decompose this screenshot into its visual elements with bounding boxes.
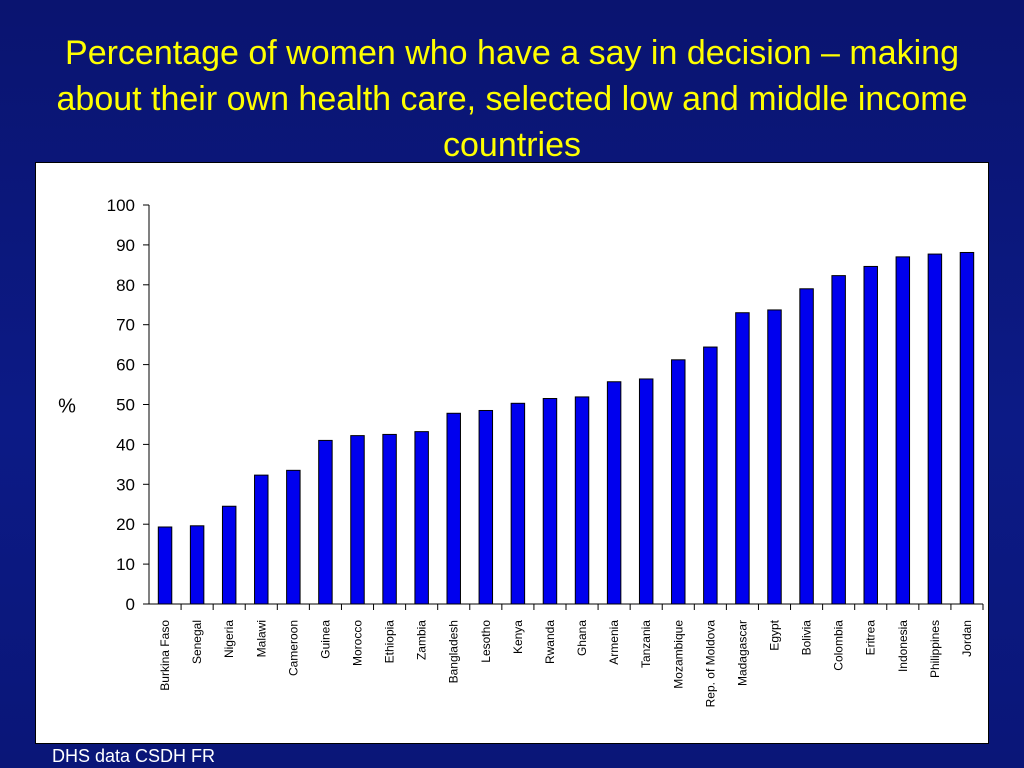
y-tick-label: 80 bbox=[116, 276, 135, 295]
x-category-label: Philippines bbox=[928, 620, 942, 678]
x-category-label: Bolivia bbox=[800, 620, 814, 656]
bar-ghana bbox=[574, 396, 590, 605]
bar-lesotho bbox=[478, 409, 494, 605]
bar-indonesia bbox=[895, 256, 911, 605]
bar-tanzania bbox=[638, 378, 654, 605]
bar-bangladesh bbox=[446, 412, 461, 605]
bar-armenia bbox=[606, 381, 622, 605]
x-category-label: Malawi bbox=[254, 620, 268, 657]
bar-mozambique bbox=[671, 359, 686, 605]
x-category-label: Armenia bbox=[607, 620, 621, 665]
bar-nigeria bbox=[221, 505, 237, 605]
bar-kenya bbox=[510, 402, 526, 605]
y-tick-label: 70 bbox=[116, 316, 135, 335]
bar-zambia bbox=[414, 431, 429, 605]
x-category-label: Colombia bbox=[832, 620, 846, 671]
bar-ethiopia bbox=[382, 433, 397, 605]
x-category-label: Bangladesh bbox=[447, 620, 461, 683]
bar-cameroon bbox=[286, 469, 301, 605]
x-category-label: Rwanda bbox=[543, 620, 557, 664]
bar-egypt bbox=[767, 309, 782, 605]
x-category-label: Guinea bbox=[318, 620, 332, 659]
bar-burkina-faso bbox=[157, 526, 173, 605]
bar-malawi bbox=[254, 474, 269, 605]
y-tick-label: 40 bbox=[116, 435, 135, 454]
x-category-label: Zambia bbox=[415, 620, 429, 660]
bar-senegal bbox=[189, 525, 205, 605]
bar-madagascar bbox=[735, 312, 750, 605]
bar-philippines bbox=[927, 253, 943, 605]
x-category-label: Rep. of Moldova bbox=[703, 620, 717, 708]
y-tick-label: 90 bbox=[116, 236, 135, 255]
y-tick-label: 20 bbox=[116, 515, 135, 534]
x-category-label: Senegal bbox=[190, 620, 204, 664]
bar-rwanda bbox=[542, 398, 558, 605]
bar-eritrea bbox=[863, 265, 878, 605]
y-tick-label: 0 bbox=[126, 595, 135, 614]
x-category-label: Mozambique bbox=[671, 620, 685, 689]
x-category-label: Eritrea bbox=[864, 620, 878, 656]
chart-panel: 0 10 20 30 40 50 60 70 80 90 100% Burkina Faso Seneg… bbox=[35, 162, 989, 744]
x-category-label: Egypt bbox=[768, 619, 782, 650]
bar-jordan bbox=[959, 251, 975, 605]
bar-morocco bbox=[350, 435, 365, 605]
slide-title: Percentage of women who have a say in de… bbox=[56, 34, 968, 164]
y-axis-label: % bbox=[58, 396, 76, 418]
bar-chart: 0 10 20 30 40 50 60 70 80 90 100% Burkina Faso Seneg… bbox=[58, 196, 984, 708]
bar-guinea bbox=[318, 439, 333, 605]
x-category-label: Kenya bbox=[511, 620, 525, 654]
x-category-label: Cameroon bbox=[286, 620, 300, 676]
x-category-label: Indonesia bbox=[896, 620, 910, 672]
x-category-label: Ethiopia bbox=[383, 620, 397, 664]
x-category-label: Madagascar bbox=[735, 620, 749, 686]
x-category-label: Jordan bbox=[960, 620, 974, 657]
x-category-label: Burkina Faso bbox=[158, 620, 172, 691]
y-tick-label: 60 bbox=[116, 356, 135, 375]
y-tick-label: 100 bbox=[107, 196, 135, 215]
bar-bolivia bbox=[799, 288, 814, 605]
y-tick-label: 30 bbox=[116, 475, 135, 494]
x-category-label: Nigeria bbox=[222, 620, 236, 658]
footer-note: DHS data CSDH FR bbox=[52, 746, 216, 766]
x-category-label: Tanzania bbox=[639, 620, 653, 668]
x-category-label: Lesotho bbox=[479, 620, 493, 663]
y-tick-label: 10 bbox=[116, 555, 135, 574]
x-category-label: Ghana bbox=[575, 620, 589, 656]
bar-colombia bbox=[831, 275, 846, 605]
x-category-label: Morocco bbox=[351, 620, 365, 666]
bar-rep-of-moldova bbox=[703, 346, 718, 605]
y-tick-label: 50 bbox=[116, 396, 135, 415]
